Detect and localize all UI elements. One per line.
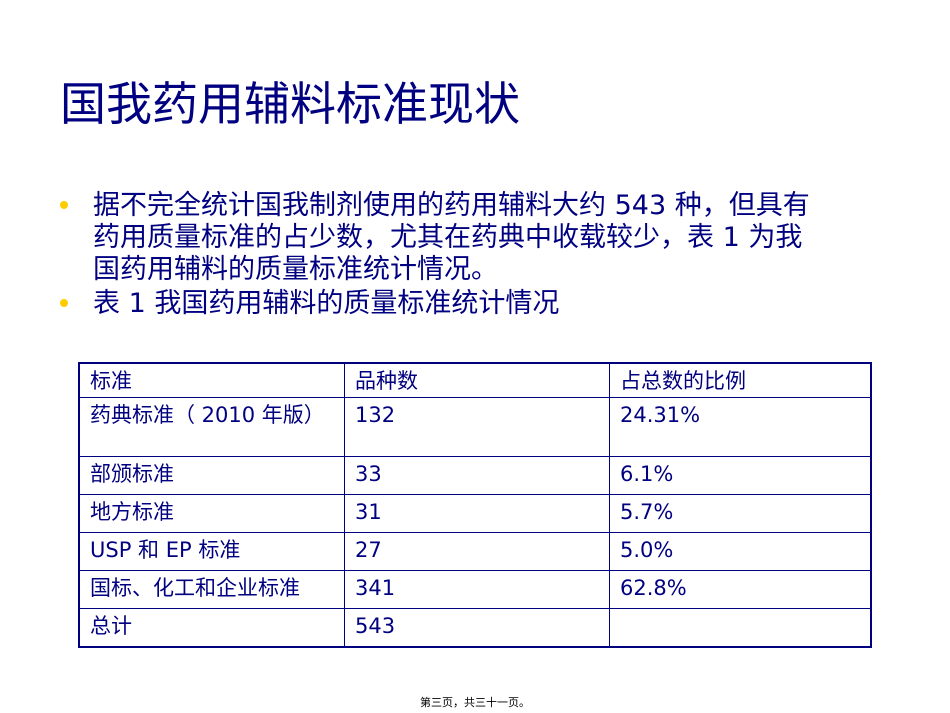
cell-standard: 国标、化工和企业标准: [78, 570, 345, 609]
cell-count: 27: [344, 532, 610, 571]
bullet-dot-icon: [60, 201, 68, 209]
standards-table: 标准 品种数 占总数的比例 药典标准（ 2010 年版） 132 24.31% …: [78, 362, 872, 648]
cell-ratio: 5.0%: [609, 532, 872, 571]
bullet-list: 据不完全统计国我制剂使用的药用辅料大约 543 种，但具有药用质量标准的占少数，…: [60, 190, 820, 322]
table-row: USP 和 EP 标准 27 5.0%: [78, 532, 872, 571]
table-row: 药典标准（ 2010 年版） 132 24.31%: [78, 397, 872, 457]
cell-count: 31: [344, 494, 610, 533]
page-footer: 第三页，共三十一页。: [420, 696, 530, 709]
cell-ratio: [609, 608, 872, 648]
table-row: 地方标准 31 5.7%: [78, 494, 872, 533]
cell-count: 33: [344, 456, 610, 495]
cell-count: 341: [344, 570, 610, 609]
table-row: 国标、化工和企业标准 341 62.8%: [78, 570, 872, 609]
cell-count: 132: [344, 397, 610, 457]
table-row: 总计 543: [78, 608, 872, 648]
table-row: 部颁标准 33 6.1%: [78, 456, 872, 495]
bullet-dot-icon: [60, 299, 68, 307]
table-header-row: 标准 品种数 占总数的比例: [78, 362, 872, 398]
bullet-item: 据不完全统计国我制剂使用的药用辅料大约 543 种，但具有药用质量标准的占少数，…: [60, 190, 820, 286]
cell-standard: 总计: [78, 608, 345, 648]
slide-title: 国我药用辅料标准现状: [60, 77, 520, 131]
column-header-count: 品种数: [344, 362, 610, 398]
cell-ratio: 5.7%: [609, 494, 872, 533]
column-header-ratio: 占总数的比例: [609, 362, 872, 398]
bullet-item: 表 1 我国药用辅料的质量标准统计情况: [60, 288, 820, 320]
cell-ratio: 6.1%: [609, 456, 872, 495]
bullet-text: 据不完全统计国我制剂使用的药用辅料大约 543 种，但具有药用质量标准的占少数，…: [93, 190, 810, 285]
cell-ratio: 24.31%: [609, 397, 872, 457]
bullet-text: 表 1 我国药用辅料的质量标准统计情况: [93, 288, 560, 319]
cell-standard: USP 和 EP 标准: [78, 532, 345, 571]
cell-standard: 药典标准（ 2010 年版）: [78, 397, 345, 457]
cell-standard: 地方标准: [78, 494, 345, 533]
cell-ratio: 62.8%: [609, 570, 872, 609]
cell-standard: 部颁标准: [78, 456, 345, 495]
cell-count: 543: [344, 608, 610, 648]
column-header-standard: 标准: [78, 362, 345, 398]
